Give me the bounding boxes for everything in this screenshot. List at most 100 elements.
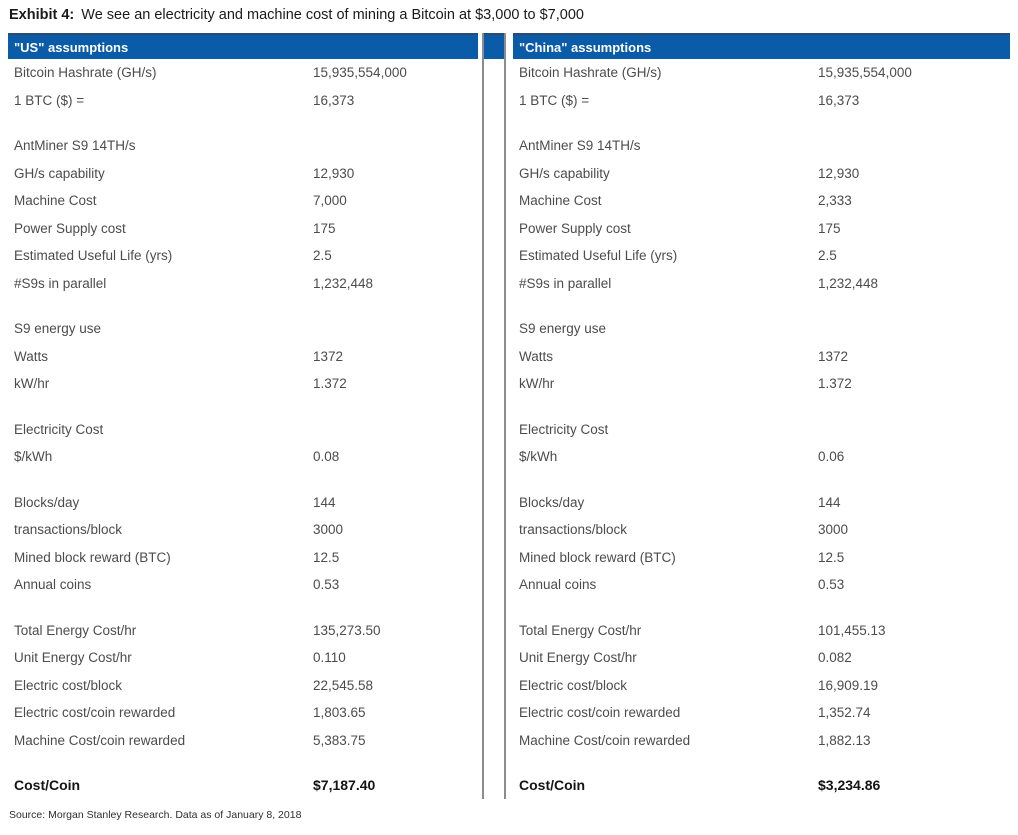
table-row: Watts 1372 (8, 343, 478, 371)
table-row: transactions/block 3000 (513, 516, 1010, 544)
row-value: 0.06 (818, 449, 845, 465)
row-label: Bitcoin Hashrate (GH/s) (519, 65, 662, 81)
row-value: 175 (818, 220, 841, 236)
row-label: Total Energy Cost/hr (519, 622, 642, 638)
table-row: Electric cost/coin rewarded 1,803.65 (8, 699, 478, 727)
mid-header-bar (484, 33, 504, 59)
row-label: Electricity Cost (14, 421, 104, 437)
table-row: Total Energy Cost/hr 135,273.50 (8, 617, 478, 645)
row-label: Bitcoin Hashrate (GH/s) (14, 65, 157, 81)
row-spacer (8, 297, 478, 315)
row-spacer (513, 114, 1010, 132)
row-value: 7,000 (313, 193, 347, 209)
row-value: 101,455.13 (818, 622, 886, 638)
row-value: 2.5 (313, 248, 332, 264)
table-row: $/kWh 0.08 (8, 443, 478, 471)
china-header-bar: "China" assumptions (513, 33, 1010, 59)
row-value: $7,187.40 (313, 776, 376, 793)
us-header-label: "US" assumptions (14, 39, 129, 55)
section-row: S9 energy use (513, 315, 1010, 343)
exhibit-title-text: We see an electricity and machine cost o… (81, 7, 584, 23)
row-value: 16,909.19 (818, 677, 879, 693)
table-row: transactions/block 3000 (8, 516, 478, 544)
row-label: Electricity Cost (519, 421, 609, 437)
row-value: 3000 (313, 522, 344, 538)
total-row: Cost/Coin $3,234.86 (513, 771, 1010, 799)
row-label: Unit Energy Cost/hr (519, 650, 637, 666)
us-header-bar: "US" assumptions (8, 33, 478, 59)
row-label: $/kWh (519, 449, 558, 465)
table-row: Machine Cost 2,333 (513, 187, 1010, 215)
row-label: Electric cost/block (14, 677, 123, 693)
us-assumptions-panel: "US" assumptions Bitcoin Hashrate (GH/s)… (8, 33, 478, 799)
row-value: 144 (313, 494, 336, 510)
row-label: S9 energy use (14, 321, 102, 337)
row-value: $3,234.86 (818, 776, 881, 793)
row-value: 1372 (313, 348, 344, 364)
row-label: Annual coins (14, 577, 92, 593)
row-value: 0.110 (313, 650, 346, 666)
row-value: 1,232,448 (818, 275, 879, 291)
row-value: 5,383.75 (313, 732, 366, 748)
row-label: $/kWh (14, 449, 53, 465)
table-row: Machine Cost/coin rewarded 5,383.75 (8, 727, 478, 755)
table-row: Electric cost/coin rewarded 1,352.74 (513, 699, 1010, 727)
row-label: Watts (14, 348, 49, 364)
row-value: 12.5 (313, 549, 340, 565)
row-value: 12,930 (818, 165, 860, 181)
mid-spacer-body (484, 59, 504, 799)
page-title: Exhibit 4: We see an electricity and mach… (9, 7, 584, 23)
row-label: Annual coins (519, 577, 597, 593)
exhibit-table: "US" assumptions Bitcoin Hashrate (GH/s)… (8, 33, 1010, 799)
row-value: 16,373 (313, 92, 355, 108)
row-label: Watts (519, 348, 554, 364)
mid-spacer-column (482, 33, 506, 799)
row-value: 1.372 (818, 376, 852, 392)
row-value: 22,545.58 (313, 677, 374, 693)
table-row: Electric cost/block 22,545.58 (8, 672, 478, 700)
table-row: GH/s capability 12,930 (513, 160, 1010, 188)
row-spacer (8, 398, 478, 416)
table-row: Mined block reward (BTC) 12.5 (8, 544, 478, 572)
table-row: Power Supply cost 175 (8, 215, 478, 243)
row-label: #S9s in parallel (519, 275, 612, 291)
section-row: Electricity Cost (513, 416, 1010, 444)
row-label: Cost/Coin (519, 776, 586, 793)
table-row: Power Supply cost 175 (513, 215, 1010, 243)
row-label: AntMiner S9 14TH/s (14, 138, 136, 154)
row-value: 12,930 (313, 165, 355, 181)
row-label: Electric cost/coin rewarded (14, 705, 176, 721)
table-row: Annual coins 0.53 (8, 571, 478, 599)
section-row: AntMiner S9 14TH/s (8, 132, 478, 160)
table-row: GH/s capability 12,930 (8, 160, 478, 188)
row-value: 1,803.65 (313, 705, 366, 721)
row-label: 1 BTC ($) = (519, 92, 590, 108)
row-value: 1,232,448 (313, 275, 374, 291)
total-row: Cost/Coin $7,187.40 (8, 771, 478, 799)
row-value: 2,333 (818, 193, 852, 209)
row-label: Electric cost/coin rewarded (519, 705, 681, 721)
row-value: 0.082 (818, 650, 852, 666)
row-label: S9 energy use (519, 321, 607, 337)
row-spacer (8, 471, 478, 489)
china-table-body: Bitcoin Hashrate (GH/s) 15,935,554,000 1 B… (513, 59, 1010, 799)
table-row: #S9s in parallel 1,232,448 (8, 270, 478, 298)
section-row: AntMiner S9 14TH/s (513, 132, 1010, 160)
table-row: #S9s in parallel 1,232,448 (513, 270, 1010, 298)
row-value: 175 (313, 220, 336, 236)
table-row: Total Energy Cost/hr 101,455.13 (513, 617, 1010, 645)
table-row: Mined block reward (BTC) 12.5 (513, 544, 1010, 572)
row-spacer (513, 754, 1010, 771)
table-row: Bitcoin Hashrate (GH/s) 15,935,554,000 (513, 59, 1010, 87)
row-spacer (513, 297, 1010, 315)
row-label: kW/hr (519, 376, 555, 392)
row-label: #S9s in parallel (14, 275, 107, 291)
row-label: transactions/block (519, 522, 628, 538)
row-value: 135,273.50 (313, 622, 381, 638)
table-row: kW/hr 1.372 (513, 370, 1010, 398)
row-spacer (8, 599, 478, 617)
column-gap (506, 33, 513, 799)
row-value: 2.5 (818, 248, 837, 264)
row-label: Mined block reward (BTC) (519, 549, 676, 565)
row-label: GH/s capability (519, 165, 610, 181)
